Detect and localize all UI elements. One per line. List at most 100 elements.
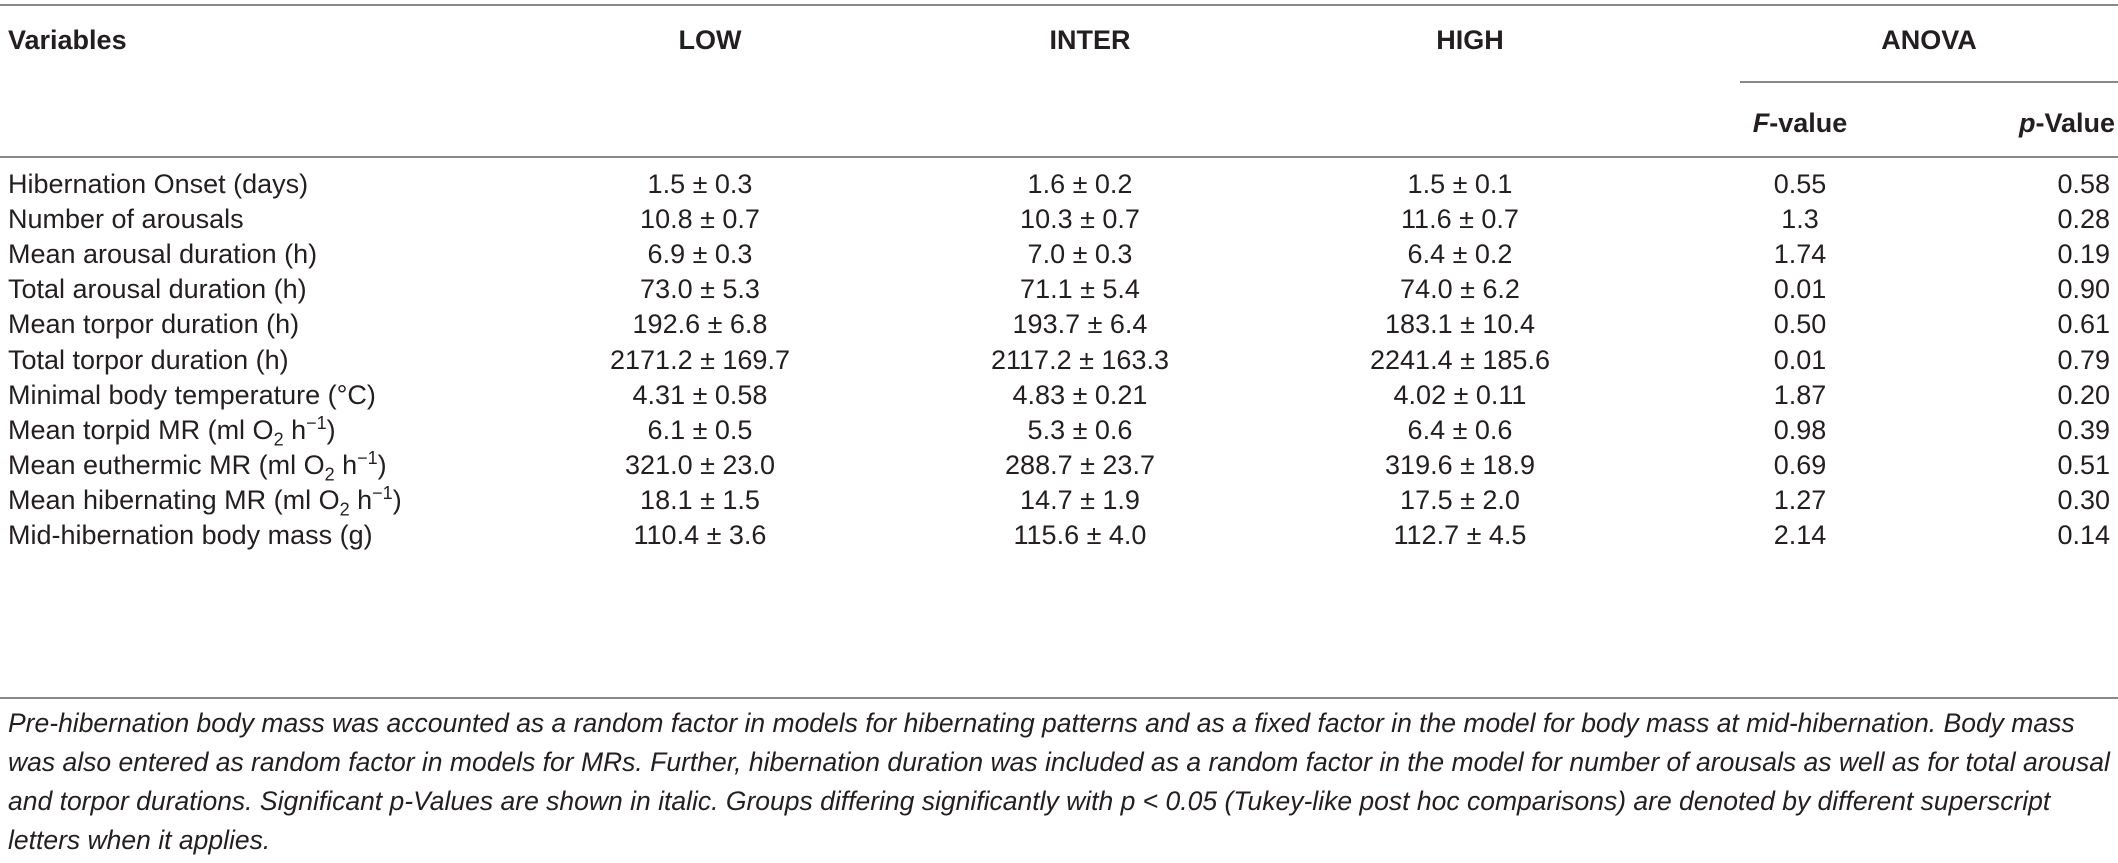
cell-p-value: 0.30 <box>2057 484 2110 515</box>
table-row: Mean arousal duration (h) 6.9 ± 0.3 7.0 ± … <box>0 231 2118 278</box>
cell-inter: 2117.2 ± 163.3 <box>991 344 1169 375</box>
cell-inter: 7.0 ± 0.3 <box>1027 239 1133 270</box>
cell-inter: 193.7 ± 6.4 <box>1012 309 1148 340</box>
cell-low: 6.1 ± 0.5 <box>647 414 753 445</box>
cell-inter: 10.3 ± 0.7 <box>1020 204 1140 235</box>
cell-p-value: 0.28 <box>2057 204 2110 235</box>
cell-high: 183.1 ± 10.4 <box>1385 309 1535 340</box>
cell-variable: Mean arousal duration (h) <box>8 239 318 270</box>
cell-low: 192.6 ± 6.8 <box>632 309 768 340</box>
cell-f-value: 2.14 <box>1773 520 1827 550</box>
cell-high: 112.7 ± 4.5 <box>1393 520 1527 550</box>
p-rest: -Value <box>2035 108 2115 138</box>
cell-p-value: 0.58 <box>2057 169 2110 199</box>
cell-high: 319.6 ± 18.9 <box>1385 449 1535 480</box>
variable-text: Mean torpid MR (ml O <box>8 414 274 445</box>
p-italic: p <box>2018 108 2036 138</box>
cell-p-value: 0.51 <box>2057 449 2110 480</box>
subscript: 2 <box>273 429 284 450</box>
variable-text: ) <box>392 484 402 515</box>
table-row: Mid-hibernation body mass (g) 110.4 ± 3.6… <box>0 512 2118 559</box>
table-top-rule <box>0 4 2118 6</box>
cell-low: 73.0 ± 5.3 <box>640 274 760 305</box>
cell-p-value: 0.14 <box>2057 520 2110 550</box>
header-inter: INTER <box>1049 25 1131 55</box>
cell-variable: Total arousal duration (h) <box>8 274 307 305</box>
cell-variable: Minimal body temperature (°C) <box>8 379 376 410</box>
cell-f-value: 0.55 <box>1773 169 1827 199</box>
cell-variable: Hibernation Onset (days) <box>8 169 309 199</box>
header-anova: ANOVA <box>1881 25 1977 55</box>
cell-variable: Mid-hibernation body mass (g) <box>8 520 373 550</box>
variable-text: h <box>334 449 358 480</box>
cell-inter: 115.6 ± 4.0 <box>1013 520 1147 550</box>
variable-text: Mean euthermic MR (ml O <box>8 449 325 480</box>
header-bottom-rule <box>0 156 2118 158</box>
header-f-value: F-value <box>1730 103 1870 143</box>
table-bottom-rule <box>0 697 2118 699</box>
header-high: HIGH <box>1436 25 1504 55</box>
cell-high: 4.02 ± 0.11 <box>1393 379 1527 410</box>
superscript: −1 <box>306 412 327 433</box>
cell-low: 321.0 ± 23.0 <box>625 449 775 480</box>
cell-low: 4.31 ± 0.58 <box>632 379 768 410</box>
cell-low: 110.4 ± 3.6 <box>633 520 767 550</box>
table-row: Total torpor duration (h) 2171.2 ± 169.7 2… <box>0 337 2118 384</box>
table-row: Mean torpor duration (h) 192.6 ± 6.8 193.7… <box>0 301 2118 348</box>
cell-inter: 288.7 ± 23.7 <box>1005 449 1155 480</box>
cell-high: 6.4 ± 0.2 <box>1407 239 1513 270</box>
variable-text: ) <box>377 449 387 480</box>
f-italic: F <box>1752 108 1770 138</box>
cell-high: 74.0 ± 6.2 <box>1400 274 1520 305</box>
cell-p-value: 0.20 <box>2057 379 2110 410</box>
cell-high: 1.5 ± 0.1 <box>1407 169 1513 199</box>
table-row: Mean euthermic MR (ml O2 h−1) 321.0 ± 23.… <box>0 442 2118 489</box>
table-row: Mean hibernating MR (ml O2 h−1) 18.1 ± 1.… <box>0 477 2118 524</box>
cell-f-value: 0.50 <box>1773 309 1827 340</box>
header-low: LOW <box>678 25 742 55</box>
cell-variable: Mean torpor duration (h) <box>8 309 300 340</box>
cell-inter: 4.83 ± 0.21 <box>1012 379 1148 410</box>
table-row: Hibernation Onset (days) 1.5 ± 0.3 1.6 ± 0… <box>0 161 2118 208</box>
cell-high: 17.5 ± 2.0 <box>1400 484 1520 515</box>
cell-f-value: 0.01 <box>1773 274 1827 305</box>
cell-low: 1.5 ± 0.3 <box>647 169 753 199</box>
cell-f-value: 1.27 <box>1773 484 1827 515</box>
variable-text: ) <box>326 414 336 445</box>
table-row: Total arousal duration (h) 73.0 ± 5.3 71.1… <box>0 266 2118 313</box>
subscript: 2 <box>339 499 350 520</box>
anova-span-rule <box>1740 81 2118 83</box>
cell-f-value: 1.3 <box>1781 204 1819 235</box>
cell-variable: Mean euthermic MR (ml O2 h−1) <box>8 442 387 489</box>
cell-inter: 1.6 ± 0.2 <box>1027 169 1133 199</box>
cell-variable: Mean torpid MR (ml O2 h−1) <box>8 407 336 454</box>
variable-text: h <box>283 414 307 445</box>
cell-high: 11.6 ± 0.7 <box>1401 204 1519 235</box>
cell-p-value: 0.61 <box>2057 309 2110 340</box>
superscript: −1 <box>372 482 393 503</box>
table-row: Mean torpid MR (ml O2 h−1) 6.1 ± 0.5 5.3 ±… <box>0 407 2118 454</box>
header-variables: Variables <box>8 25 127 55</box>
cell-variable: Number of arousals <box>8 204 244 235</box>
cell-high: 6.4 ± 0.6 <box>1407 414 1513 445</box>
cell-f-value: 0.01 <box>1773 344 1827 375</box>
table-row: Number of arousals 10.8 ± 0.7 10.3 ± 0.7 11… <box>0 196 2118 243</box>
table-row: Minimal body temperature (°C) 4.31 ± 0.58… <box>0 372 2118 419</box>
cell-f-value: 1.87 <box>1773 379 1827 410</box>
variable-text: h <box>349 484 373 515</box>
cell-variable: Mean hibernating MR (ml O2 h−1) <box>8 477 402 524</box>
cell-p-value: 0.39 <box>2057 414 2110 445</box>
cell-low: 6.9 ± 0.3 <box>647 239 753 270</box>
superscript: −1 <box>357 447 378 468</box>
cell-inter: 5.3 ± 0.6 <box>1027 414 1133 445</box>
cell-low: 2171.2 ± 169.7 <box>610 344 790 375</box>
table-footnote: Pre-hibernation body mass was accounted … <box>8 708 2110 855</box>
cell-p-value: 0.19 <box>2057 239 2110 270</box>
cell-low: 18.1 ± 1.5 <box>640 484 760 515</box>
cell-low: 10.8 ± 0.7 <box>640 204 760 235</box>
f-rest: -value <box>1769 108 1848 138</box>
cell-inter: 14.7 ± 1.9 <box>1020 484 1140 515</box>
header-p-value: p-Value <box>1985 103 2115 143</box>
variable-text: Mean hibernating MR (ml O <box>8 484 340 515</box>
cell-inter: 71.1 ± 5.4 <box>1020 274 1140 305</box>
